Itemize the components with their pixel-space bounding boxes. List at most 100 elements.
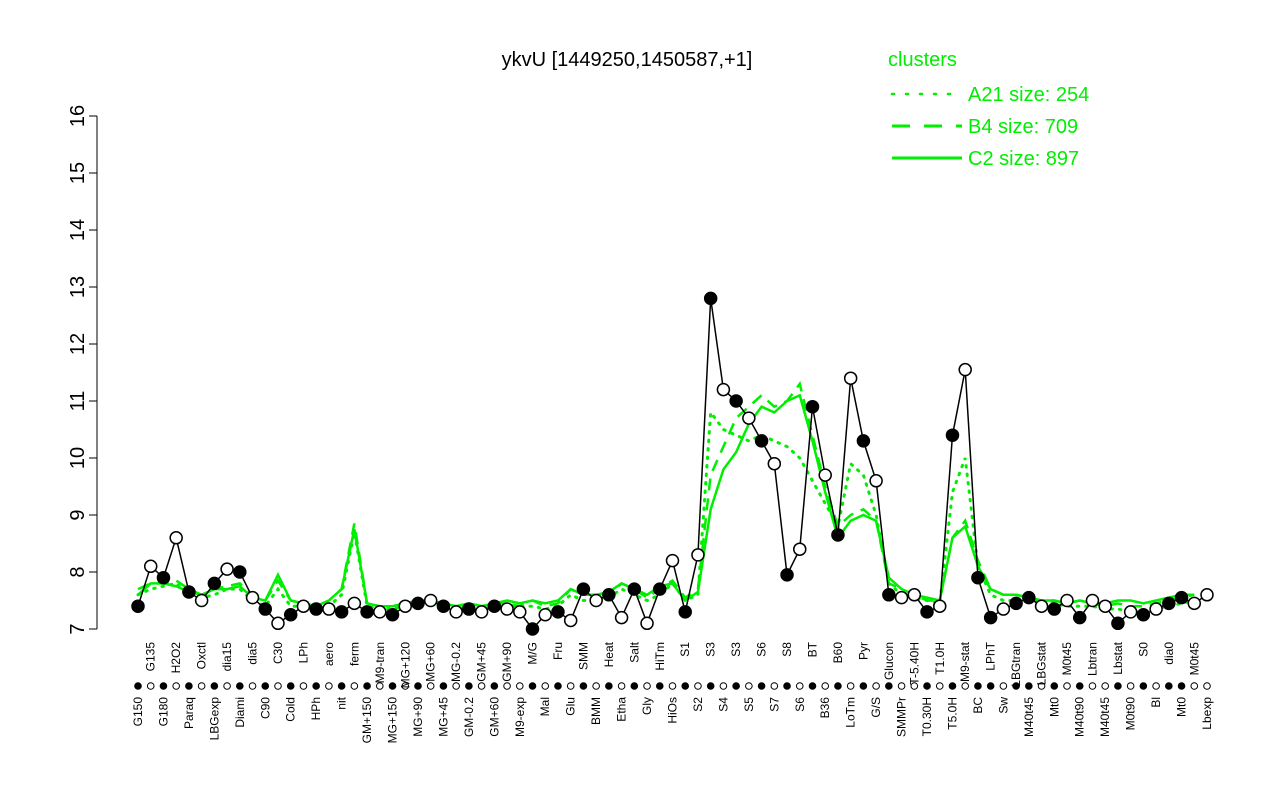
data-point-HiOs — [665, 553, 680, 568]
x-tick-label: M/G — [526, 642, 540, 665]
x-tick-label: T1.0H — [933, 642, 947, 675]
x-tick-label: BC — [971, 697, 985, 714]
data-point-Mal — [538, 608, 552, 622]
rug-mark — [465, 682, 473, 690]
x-tick-label: Fru — [551, 642, 565, 660]
rug-mark — [923, 682, 931, 690]
x-tick-label: aero — [322, 642, 336, 666]
x-tick-label: Salt — [627, 641, 641, 662]
x-tick-label: S8 — [780, 642, 794, 657]
data-point-HPh — [309, 602, 323, 616]
rug-mark — [986, 682, 995, 690]
rug-mark — [1088, 682, 1097, 690]
x-tick-label: MG+45 — [436, 697, 450, 737]
x-tick-label: M0t45 — [1187, 642, 1201, 676]
x-tick-label: M0t45 — [1060, 642, 1074, 676]
rug-mark — [668, 682, 677, 690]
x-tick-label: SMM — [576, 642, 590, 670]
data-point-BMM — [589, 593, 603, 608]
rug-marks — [134, 682, 1211, 690]
rug-mark — [897, 682, 906, 690]
data-point-G180 — [156, 570, 171, 585]
data-point-T5.0H — [945, 428, 960, 442]
data-point-T0.30H — [920, 605, 934, 619]
x-tick-label: GM+60 — [487, 697, 501, 737]
x-tick-labels: G150 G135 G180 H2O2 Paraq Oxctl LBGexp dia15 Dia… — [131, 641, 1214, 743]
data-point-Salt — [627, 582, 642, 596]
x-tick-label: Glucon — [882, 642, 896, 680]
x-tick-label: LoTm — [844, 697, 858, 728]
x-tick-label: nit — [335, 696, 349, 709]
x-tick-label: Pyr — [856, 642, 870, 660]
x-tick-label: Sw — [996, 697, 1010, 714]
x-tick-label: LBGexp — [207, 697, 221, 741]
data-point-S3 — [703, 291, 718, 306]
x-tick-label: M40t45 — [1022, 697, 1036, 737]
data-point-LBGstat — [1034, 599, 1049, 613]
rug-mark — [286, 682, 295, 690]
x-tick-label: GM-0.2 — [462, 697, 476, 737]
rug-mark — [757, 682, 766, 690]
x-tick-label: Lbtran — [1085, 642, 1099, 676]
data-point-H2O2 — [169, 531, 183, 545]
data-points — [131, 291, 1214, 636]
rug-mark — [1203, 682, 1211, 690]
x-tick-label: Heat — [602, 641, 616, 667]
rug-mark — [655, 682, 664, 690]
rug-mark — [706, 682, 715, 690]
rug-mark — [1075, 682, 1084, 690]
data-point-GM+90 — [500, 602, 514, 616]
x-tick-label: ferm — [347, 642, 361, 666]
data-point-MG+45 — [436, 599, 451, 613]
rug-mark — [719, 682, 728, 690]
rug-mark — [592, 682, 600, 690]
rug-mark — [159, 682, 168, 690]
x-tick-label: S5 — [742, 697, 756, 712]
data-point-G/S — [869, 474, 883, 488]
x-tick-label: HiOs — [666, 697, 680, 724]
x-tick-label: BT — [805, 641, 819, 657]
y-tick-label: 11 — [67, 391, 89, 412]
rug-mark — [299, 682, 308, 690]
rug-mark — [375, 682, 384, 690]
rug-mark — [1063, 682, 1071, 690]
y-tick-label: 15 — [67, 162, 89, 184]
rug-mark — [439, 682, 448, 690]
rug-mark — [541, 682, 550, 690]
legend: clusters A21 size: 254 B4 size: 709 C2 s… — [888, 49, 1089, 170]
x-tick-label: MG+60 — [424, 642, 438, 682]
y-tick-label: 7 — [67, 623, 89, 634]
chart-title: ykvU [1449250,1450587,+1] — [502, 49, 753, 71]
y-tick-label: 16 — [67, 105, 89, 127]
data-point-S8 — [780, 568, 794, 582]
x-tick-label: M40t45 — [1098, 697, 1112, 737]
rug-mark — [1012, 682, 1020, 690]
rug-mark — [745, 682, 753, 690]
rug-mark — [681, 682, 690, 690]
rug-mark — [414, 682, 422, 690]
x-tick-label: M9-stat — [958, 641, 972, 682]
rug-mark — [337, 682, 346, 690]
data-point-M9-exp — [513, 605, 527, 619]
rug-mark — [694, 682, 702, 690]
data-point-BC — [971, 570, 985, 585]
x-tick-label: dia5 — [246, 642, 260, 665]
rug-mark — [146, 682, 155, 690]
data-point-S6 — [754, 434, 769, 448]
data-point-LPh — [296, 599, 311, 613]
data-point-M/G — [525, 622, 540, 636]
rug-mark — [452, 682, 460, 690]
data-point-M0t90 — [1123, 605, 1138, 619]
data-point-dia5 — [245, 590, 260, 605]
rug-mark — [554, 682, 562, 690]
x-tick-label: M9-exp — [513, 697, 527, 737]
x-tick-label: Mt0 — [1047, 697, 1061, 717]
rug-mark — [325, 682, 333, 690]
x-tick-label: M0t90 — [1124, 697, 1138, 731]
rug-mark — [948, 682, 957, 690]
data-point-B60 — [831, 528, 845, 542]
rug-mark — [795, 682, 804, 690]
rug-mark — [783, 682, 791, 690]
x-tick-label: S0 — [1136, 642, 1150, 657]
